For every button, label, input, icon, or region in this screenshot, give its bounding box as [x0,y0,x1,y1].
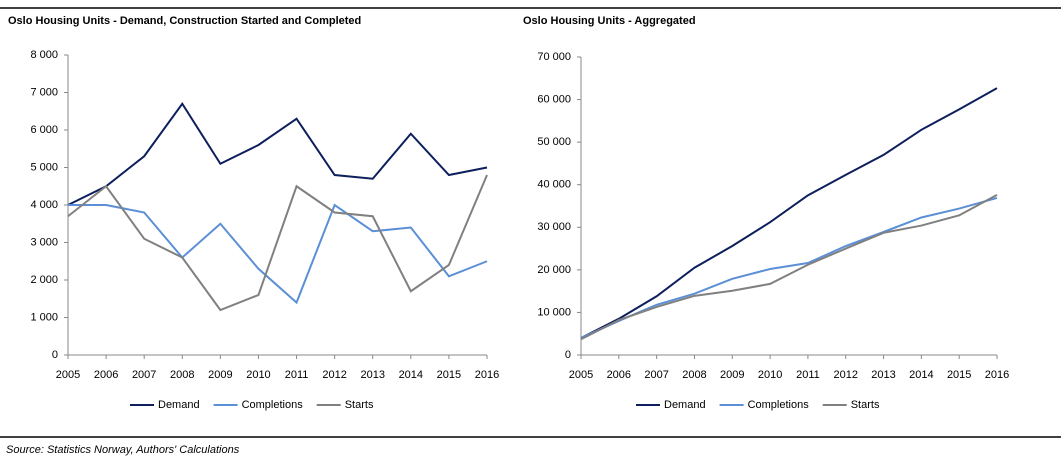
y-tick-label: 50 000 [537,136,571,148]
y-tick-label: 70 000 [537,51,571,63]
x-tick-label: 2011 [285,369,309,381]
y-tick-label: 7 000 [30,86,58,98]
y-tick-label: 8 000 [30,49,58,61]
y-tick-label: 4 000 [30,199,58,211]
series-line [67,101,488,206]
x-tick-label: 2005 [569,369,593,381]
y-tick-label: 10 000 [537,306,571,318]
legend-label: Starts [851,399,880,411]
x-tick-label: 2007 [644,369,668,381]
source-note: Source: Statistics Norway, Authors' Calc… [6,444,240,456]
x-tick-label: 2005 [56,369,80,381]
y-tick-label: 1 000 [30,311,58,323]
y-tick-label: 2 000 [30,274,58,286]
y-tick-label: 6 000 [30,124,58,136]
x-tick-label: 2007 [132,369,156,381]
y-tick-label: 60 000 [537,93,571,105]
y-tick-label: 20 000 [537,264,571,276]
x-tick-label: 2016 [475,369,499,381]
y-tick-label: 5 000 [30,161,58,173]
y-tick-label: 0 [565,349,571,361]
chart-title: Oslo Housing Units - Aggregated [523,15,696,27]
series-line [580,196,998,339]
x-tick-label: 2009 [208,369,232,381]
x-tick-label: 2008 [170,369,194,381]
y-tick-label: 3 000 [30,236,58,248]
legend-label: Demand [158,399,200,411]
y-tick-label: 30 000 [537,221,571,233]
x-tick-label: 2012 [833,369,857,381]
x-tick-label: 2011 [796,369,820,381]
x-tick-label: 2009 [720,369,744,381]
x-tick-label: 2016 [985,369,1009,381]
series-line [67,174,488,312]
x-tick-label: 2006 [94,369,118,381]
series-line [68,203,488,305]
series-line [580,87,998,339]
series-line [580,194,998,341]
x-tick-label: 2006 [607,369,631,381]
x-tick-label: 2014 [399,369,423,381]
x-tick-label: 2012 [322,369,346,381]
legend-label: Demand [664,399,706,411]
x-tick-label: 2015 [437,369,461,381]
x-tick-label: 2015 [947,369,971,381]
x-tick-label: 2014 [909,369,933,381]
legend-label: Completions [242,399,304,411]
legend-label: Starts [345,399,374,411]
y-tick-label: 0 [52,349,58,361]
x-tick-label: 2010 [246,369,270,381]
x-tick-label: 2008 [682,369,706,381]
y-tick-label: 40 000 [537,179,571,191]
x-tick-label: 2013 [871,369,895,381]
x-tick-label: 2013 [360,369,384,381]
legend-label: Completions [748,399,810,411]
chart-title: Oslo Housing Units - Demand, Constructio… [8,15,361,27]
x-tick-label: 2010 [758,369,782,381]
